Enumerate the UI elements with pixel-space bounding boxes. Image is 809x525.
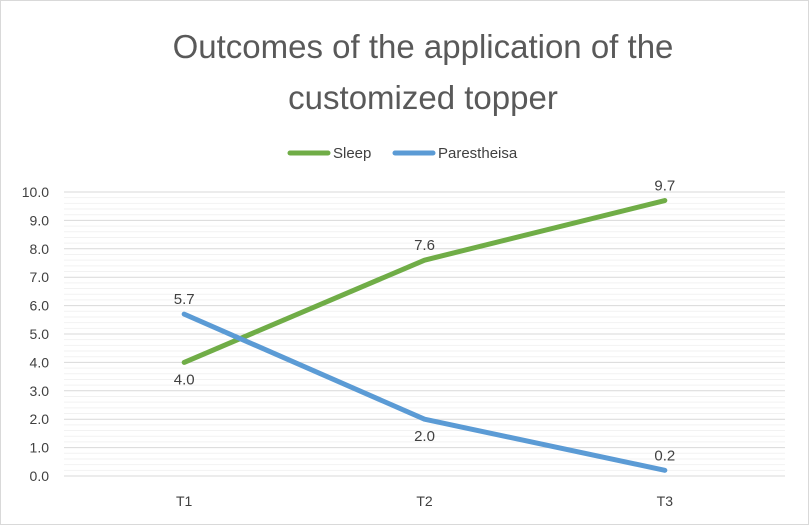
y-tick-label: 10.0: [22, 184, 49, 200]
legend-label-sleep: Sleep: [333, 145, 371, 162]
data-label-parestheisa: 0.2: [654, 447, 675, 464]
y-tick-label: 9.0: [30, 212, 50, 228]
data-label-sleep: 7.6: [414, 237, 435, 254]
x-tick-label: T1: [176, 493, 193, 509]
y-tick-label: 8.0: [30, 241, 50, 257]
gridlines: [64, 191, 785, 471]
series-line-parestheisa: [181, 311, 668, 473]
y-tick-label: 7.0: [30, 269, 50, 285]
chart-title-line-1: Outcomes of the application of the: [173, 28, 674, 65]
y-axis: 0.0 1.0 2.0 3.0 4.0 5.0 6.0 7.0 8.0 9.0 10.0: [22, 184, 49, 484]
data-label-parestheisa: 5.7: [174, 291, 195, 308]
y-tick-label: 3.0: [30, 383, 50, 399]
data-labels-layer: 4.0 7.6 9.7 5.7 2.0 0.2: [174, 178, 676, 465]
data-label-sleep: 9.7: [654, 178, 675, 195]
y-tick-label: 1.0: [30, 440, 50, 456]
data-label-parestheisa: 2.0: [414, 428, 435, 445]
y-tick-label: 4.0: [30, 354, 50, 370]
series-line-sleep: [181, 198, 668, 365]
y-tick-label: 0.0: [30, 468, 50, 484]
y-tick-label: 2.0: [30, 411, 50, 427]
x-tick-label: T3: [657, 493, 674, 509]
data-label-sleep: 4.0: [174, 371, 195, 388]
x-tick-label: T2: [416, 493, 433, 509]
chart-title-line-2: customized topper: [288, 79, 558, 116]
chart-legend: Sleep Parestheisa: [287, 145, 518, 162]
y-tick-label: 5.0: [30, 326, 50, 342]
x-axis: T1 T2 T3: [64, 475, 785, 509]
series-layer: [181, 198, 668, 473]
y-tick-label: 6.0: [30, 298, 50, 314]
legend-label-parestheisa: Parestheisa: [438, 145, 518, 162]
